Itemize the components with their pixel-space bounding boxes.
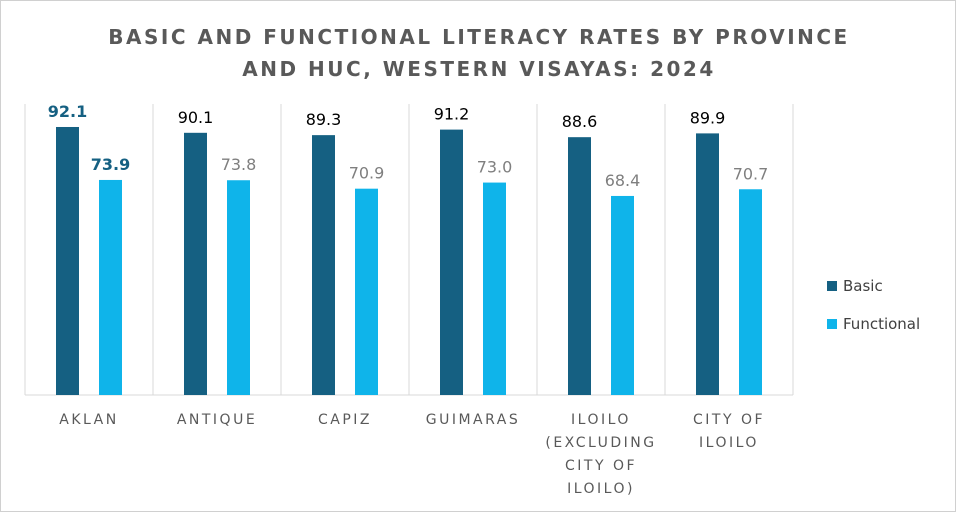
data-label-basic: 92.1 (48, 102, 87, 121)
legend-swatch-functional (827, 319, 837, 329)
bar-basic (568, 137, 591, 395)
category-label: CITY OF (693, 412, 765, 428)
legend-item-basic: Basic (827, 267, 920, 305)
legend: Basic Functional (827, 267, 920, 343)
bar-functional (99, 179, 122, 395)
data-label-basic: 88.6 (562, 112, 598, 131)
bar-functional (483, 182, 506, 395)
bar-functional (611, 195, 634, 395)
data-label-basic: 91.2 (434, 105, 470, 124)
bar-basic (440, 129, 463, 395)
legend-item-functional: Functional (827, 305, 920, 343)
bar-functional (227, 180, 250, 395)
chart-title-line-1: BASIC AND FUNCTIONAL LITERACY RATES BY P… (108, 25, 850, 49)
data-label-functional: 73.8 (221, 155, 257, 174)
category-label: CAPIZ (318, 412, 372, 428)
category-label: ILOILO (699, 435, 759, 451)
category-label: ILOILO) (567, 481, 635, 497)
legend-label-functional: Functional (843, 315, 921, 333)
data-label-basic: 90.1 (178, 108, 214, 127)
data-label-functional: 73.9 (91, 155, 130, 174)
category-label: CITY OF (565, 458, 637, 474)
data-label-functional: 68.4 (605, 171, 641, 190)
data-label-functional: 70.7 (733, 164, 769, 183)
category-label: GUIMARAS (426, 412, 521, 428)
category-label: AKLAN (59, 412, 118, 428)
chart-title: BASIC AND FUNCTIONAL LITERACY RATES BY P… (61, 21, 897, 85)
legend-label-basic: Basic (843, 277, 883, 295)
category-label: (EXCLUDING (545, 435, 656, 451)
category-label: ILOILO (571, 412, 631, 428)
bar-functional (739, 189, 762, 395)
bar-basic (56, 126, 79, 395)
bar-basic (184, 132, 207, 395)
category-label: ANTIQUE (177, 412, 257, 428)
data-label-basic: 89.9 (690, 108, 726, 127)
data-label-functional: 73.0 (477, 158, 513, 177)
legend-swatch-basic (827, 281, 837, 291)
bar-basic (312, 135, 335, 395)
bar-basic (696, 133, 719, 396)
data-label-functional: 70.9 (349, 164, 385, 183)
chart-title-line-2: AND HUC, WESTERN VISAYAS: 2024 (242, 57, 716, 81)
bar-functional (355, 188, 378, 395)
data-label-basic: 89.3 (306, 110, 342, 129)
